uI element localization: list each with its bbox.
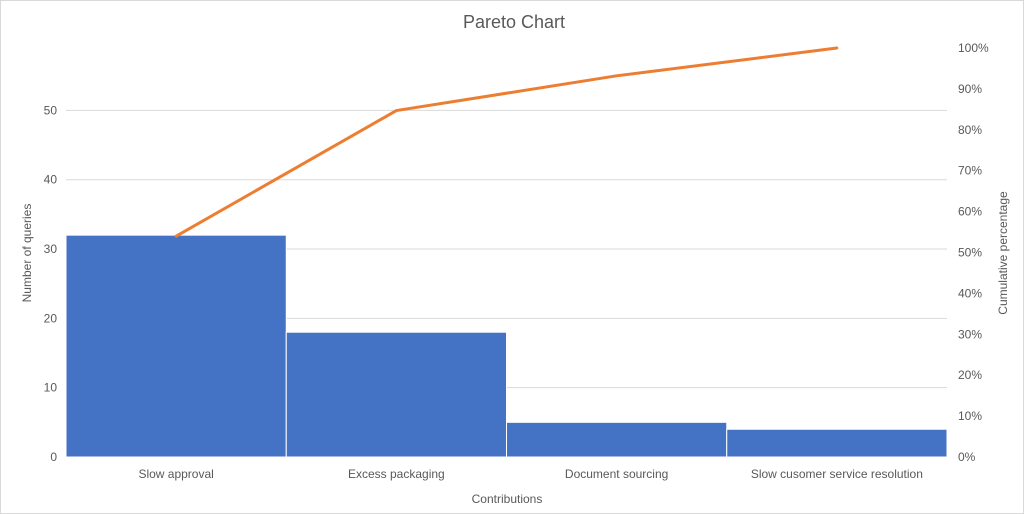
- category-label: Slow approval: [138, 467, 213, 481]
- x-axis-label: Contributions: [472, 492, 543, 506]
- y2-tick-label: 30%: [958, 327, 982, 341]
- y-tick-label: 10: [44, 381, 58, 395]
- cumulative-line: [174, 46, 839, 238]
- cumulative-line-group: [174, 46, 839, 238]
- bar: [65, 234, 287, 458]
- y2-tick-label: 20%: [958, 368, 982, 382]
- y2-tick-labels: 0% 10% 20% 30% 40% 50% 60% 70% 80% 90% 100%: [958, 41, 989, 464]
- y-tick-label: 0: [50, 450, 57, 464]
- y2-tick-label: 40%: [958, 286, 982, 300]
- y2-axis-label: Cumulative percentage: [996, 191, 1010, 315]
- y2-tick-label: 50%: [958, 246, 982, 260]
- y2-tick-label: 90%: [958, 82, 982, 96]
- y2-tick-label: 0%: [958, 450, 976, 464]
- bar: [506, 421, 728, 458]
- category-label: Excess packaging: [348, 467, 445, 481]
- category-label: Slow cusomer service resolution: [751, 467, 923, 481]
- y-tick-label: 20: [44, 311, 58, 325]
- y2-tick-label: 60%: [958, 205, 982, 219]
- category-label: Document sourcing: [565, 467, 668, 481]
- y-tick-labels: 0 10 20 30 40 50: [44, 103, 58, 464]
- y2-tick-label: 80%: [958, 123, 982, 137]
- bars: [65, 234, 948, 458]
- category-labels: Slow approval Excess packaging Document so…: [138, 467, 922, 481]
- bar: [285, 331, 507, 458]
- y-tick-label: 30: [44, 242, 58, 256]
- y2-tick-label: 100%: [958, 41, 989, 55]
- y-axis-label: Number of queries: [20, 204, 34, 303]
- bar: [726, 428, 948, 458]
- y2-tick-label: 10%: [958, 409, 982, 423]
- chart-title: Pareto Chart: [463, 12, 565, 32]
- y2-tick-label: 70%: [958, 164, 982, 178]
- y-tick-label: 40: [44, 173, 58, 187]
- y-tick-label: 50: [44, 103, 58, 117]
